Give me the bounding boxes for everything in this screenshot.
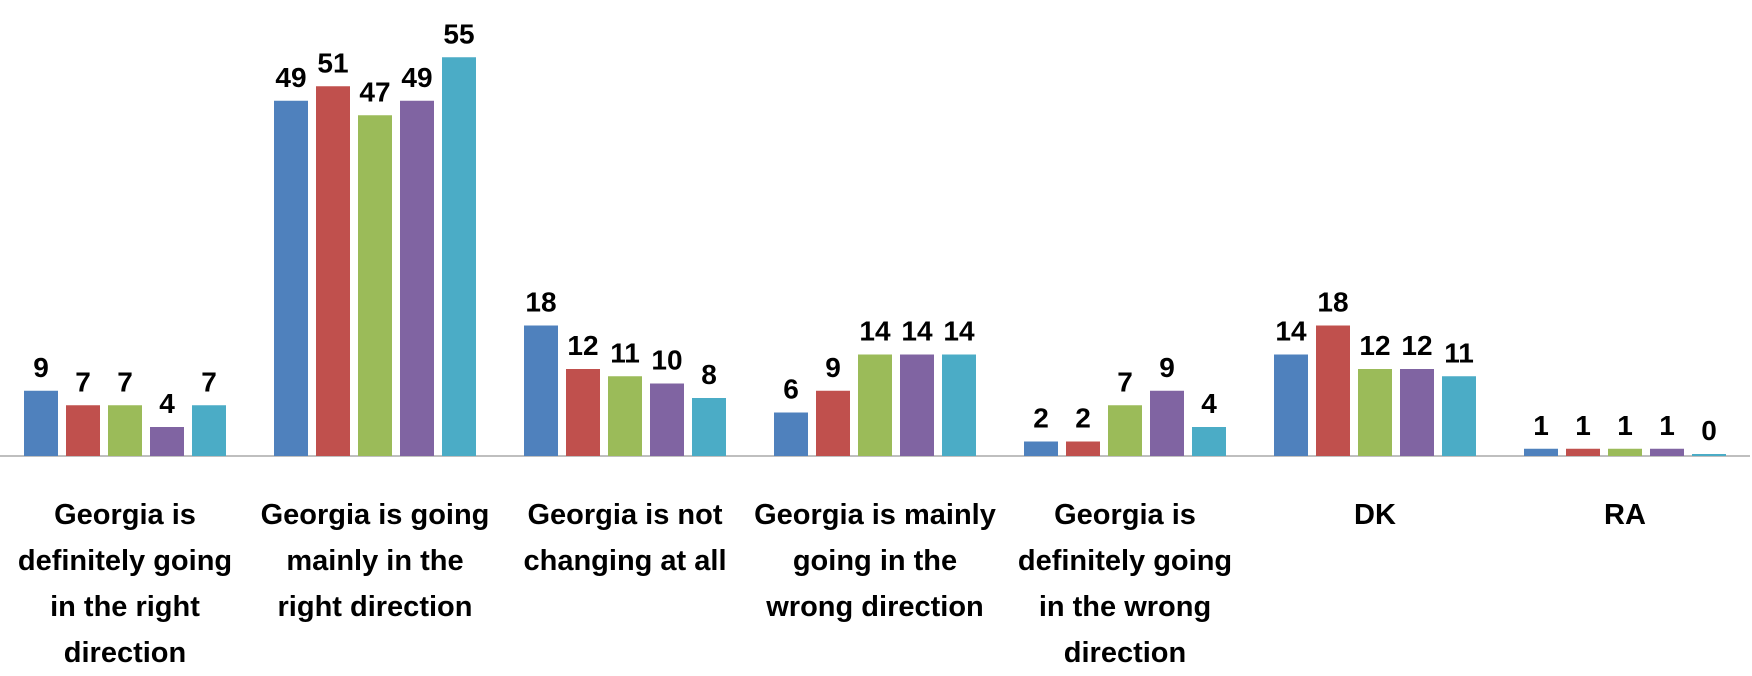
data-label: 4 [1201,388,1217,419]
data-label: 14 [859,316,891,347]
bar [1150,390,1184,456]
bar [566,369,600,456]
bar [1566,448,1600,456]
data-label: 7 [201,366,217,397]
bar [1274,354,1308,456]
data-label: 49 [401,62,432,93]
data-label: 6 [783,374,799,405]
data-label: 49 [275,62,306,93]
data-label: 11 [1444,337,1474,368]
data-label: 7 [75,366,91,397]
category-label: Georgia is definitely going in the right… [17,499,233,669]
data-label: 11 [610,337,640,368]
bar [858,354,892,456]
bar [1316,325,1350,456]
bar [942,354,976,456]
bar [1608,448,1642,456]
bar [1108,405,1142,456]
bar [108,405,142,456]
data-label: 14 [943,316,975,347]
bar [1358,369,1392,456]
data-label: 10 [651,345,682,376]
data-label: 12 [1401,330,1432,361]
bar [192,405,226,456]
data-label: 1 [1617,410,1633,441]
data-label: 55 [443,18,474,49]
data-label: 4 [159,388,175,419]
data-label: 12 [1359,330,1390,361]
bar [1524,448,1558,456]
category-label: Georgia is not changing at all [523,499,727,577]
data-label: 1 [1533,410,1549,441]
data-label: 51 [317,47,348,78]
bar [442,57,476,456]
bar [608,376,642,456]
bar [150,427,184,456]
data-label: 14 [901,316,933,347]
data-label: 0 [1701,415,1717,446]
bar [66,405,100,456]
bar [1192,427,1226,456]
data-label: 9 [33,352,49,383]
data-label: 12 [567,330,598,361]
category-label: Georgia is mainly going in the wrong dir… [754,499,996,623]
data-label: 7 [117,366,133,397]
bar [400,100,434,456]
bar [774,412,808,456]
data-label: 18 [525,287,556,318]
bar [1650,448,1684,456]
data-label: 18 [1317,287,1348,318]
bar [1442,376,1476,456]
data-label: 1 [1659,410,1675,441]
data-label: 1 [1575,410,1591,441]
category-label: Georgia is definitely going in the wrong… [1017,499,1233,669]
bar [816,390,850,456]
data-label: 7 [1117,366,1133,397]
data-label: 47 [359,76,390,107]
bar [524,325,558,456]
bar [24,390,58,456]
bar [900,354,934,456]
category-label: RA [1604,499,1646,531]
bar [1066,441,1100,456]
bar [692,398,726,456]
bar [358,115,392,456]
bar [1024,441,1058,456]
data-label: 8 [701,359,717,390]
data-label: 2 [1033,403,1049,434]
data-label: 9 [825,352,841,383]
bar [1400,369,1434,456]
bar [650,383,684,456]
data-label: 2 [1075,403,1091,434]
category-label: DK [1354,499,1396,531]
data-label: 9 [1159,352,1175,383]
data-label: 14 [1275,316,1307,347]
bar [316,86,350,456]
bar [274,100,308,456]
category-label: Georgia is going mainly in the right dir… [260,499,490,623]
bar [1692,454,1726,456]
